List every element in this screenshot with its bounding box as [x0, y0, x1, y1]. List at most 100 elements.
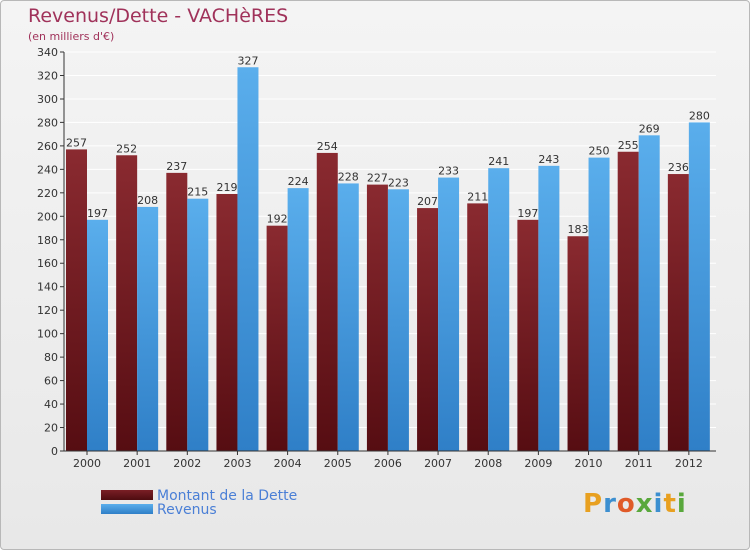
debt-bar-value-label: 237: [166, 160, 187, 173]
debt-bar: [517, 219, 539, 451]
debt-bar: [216, 193, 238, 451]
x-tick-label: 2011: [625, 457, 653, 470]
y-tick-label: 280: [37, 116, 58, 129]
revenue-bar-value-label: 215: [187, 186, 208, 199]
y-tick-label: 320: [37, 69, 58, 82]
x-tick-label: 2007: [424, 457, 452, 470]
y-tick-label: 100: [37, 328, 58, 341]
revenue-bar: [387, 189, 409, 451]
proxiti-logo: Proxiti: [583, 489, 687, 519]
y-tick-label: 140: [37, 281, 58, 294]
logo-letter: o: [616, 489, 636, 519]
x-tick-label: 2001: [123, 457, 151, 470]
y-tick-label: 300: [37, 93, 58, 106]
y-tick-label: 40: [44, 398, 58, 411]
y-tick-label: 240: [37, 163, 58, 176]
revenue-bar: [538, 165, 560, 452]
debt-bar-value-label: 207: [417, 195, 438, 208]
revenue-bar: [237, 67, 259, 451]
debt-bar-value-label: 192: [267, 213, 288, 226]
debt-bar: [116, 155, 138, 452]
debt-bar: [316, 152, 338, 451]
debt-bar-value-label: 211: [467, 190, 488, 203]
x-tick-label: 2005: [324, 457, 352, 470]
y-tick-label: 80: [44, 351, 58, 364]
revenue-bar-value-label: 208: [137, 194, 158, 207]
legend-swatch-revenue: [101, 504, 153, 514]
y-tick-label: 120: [37, 304, 58, 317]
revenue-bar-value-label: 280: [689, 109, 710, 122]
x-tick-label: 2006: [374, 457, 402, 470]
labels-layer: 0 20 40 60 80 100 120 140 160 180 200 220 240 260 280 3…: [37, 46, 710, 470]
debt-bar-value-label: 257: [66, 136, 87, 149]
revenue-bar-value-label: 241: [488, 155, 509, 168]
logo-letter: x: [635, 489, 654, 519]
y-tick-label: 20: [44, 422, 58, 435]
x-tick-label: 2012: [675, 457, 703, 470]
revenue-bar: [588, 157, 610, 451]
y-tick-label: 60: [44, 375, 58, 388]
revenue-bar-value-label: 224: [288, 175, 309, 188]
logo-letter: P: [583, 489, 604, 519]
x-tick-label: 2003: [223, 457, 251, 470]
debt-bar-value-label: 197: [517, 207, 538, 220]
debt-bar: [266, 225, 288, 451]
debt-bar: [667, 174, 689, 451]
debt-bar: [66, 149, 87, 451]
revenue-bar-value-label: 327: [237, 54, 258, 67]
revenue-bar-value-label: 250: [589, 145, 610, 158]
revenue-bar: [337, 183, 359, 451]
y-tick-label: 260: [37, 140, 58, 153]
revenue-bar-value-label: 228: [338, 170, 359, 183]
x-tick-label: 2004: [274, 457, 302, 470]
y-tick-label: 200: [37, 210, 58, 223]
revenue-bar: [187, 198, 209, 451]
revenue-bar: [438, 177, 460, 452]
logo-letter: r: [603, 489, 617, 519]
debt-bar: [166, 172, 188, 451]
y-tick-label: 340: [37, 46, 58, 59]
x-tick-label: 2000: [73, 457, 101, 470]
revenue-bar: [488, 168, 510, 451]
revenue-bar-value-label: 223: [388, 176, 409, 189]
debt-bar: [617, 151, 639, 451]
revenue-bar: [87, 219, 108, 451]
revenue-bar-value-label: 197: [87, 207, 108, 220]
revenue-bar-value-label: 269: [639, 122, 660, 135]
debt-bar-value-label: 183: [568, 223, 589, 236]
debt-bar: [417, 208, 439, 451]
debt-bar-value-label: 255: [618, 139, 639, 152]
y-tick-label: 220: [37, 187, 58, 200]
axis-layer: [60, 51, 716, 455]
chart-title: Revenus/Dette - VACHèRES: [28, 5, 289, 27]
legend-label-debt: Montant de la Dette: [157, 488, 298, 504]
x-tick-label: 2002: [173, 457, 201, 470]
debt-bar-value-label: 236: [668, 161, 689, 174]
x-tick-label: 2010: [575, 457, 603, 470]
x-tick-label: 2008: [474, 457, 502, 470]
y-tick-label: 180: [37, 234, 58, 247]
debt-bar-value-label: 252: [116, 142, 137, 155]
revenue-bar: [287, 188, 309, 452]
revenue-bar: [137, 206, 159, 451]
revenue-bar-value-label: 243: [538, 153, 559, 166]
logo-letter: i: [676, 489, 687, 519]
debt-bar-value-label: 227: [367, 172, 388, 185]
debt-bar-value-label: 254: [317, 140, 338, 153]
bars-layer: [66, 67, 710, 452]
y-tick-label: 160: [37, 257, 58, 270]
debt-bar: [366, 184, 388, 451]
y-tick-label: 0: [51, 445, 58, 458]
x-tick-label: 2009: [524, 457, 552, 470]
debt-bar-value-label: 219: [216, 181, 237, 194]
debt-bar: [567, 236, 589, 451]
logo-letter: t: [663, 489, 677, 519]
legend-swatch-debt: [101, 490, 153, 500]
chart-subtitle: (en milliers d'€): [28, 30, 115, 43]
revenue-bar: [638, 135, 660, 451]
revenue-bar: [688, 122, 710, 451]
revenue-bar-value-label: 233: [438, 165, 459, 178]
logo-letter: i: [653, 489, 664, 519]
